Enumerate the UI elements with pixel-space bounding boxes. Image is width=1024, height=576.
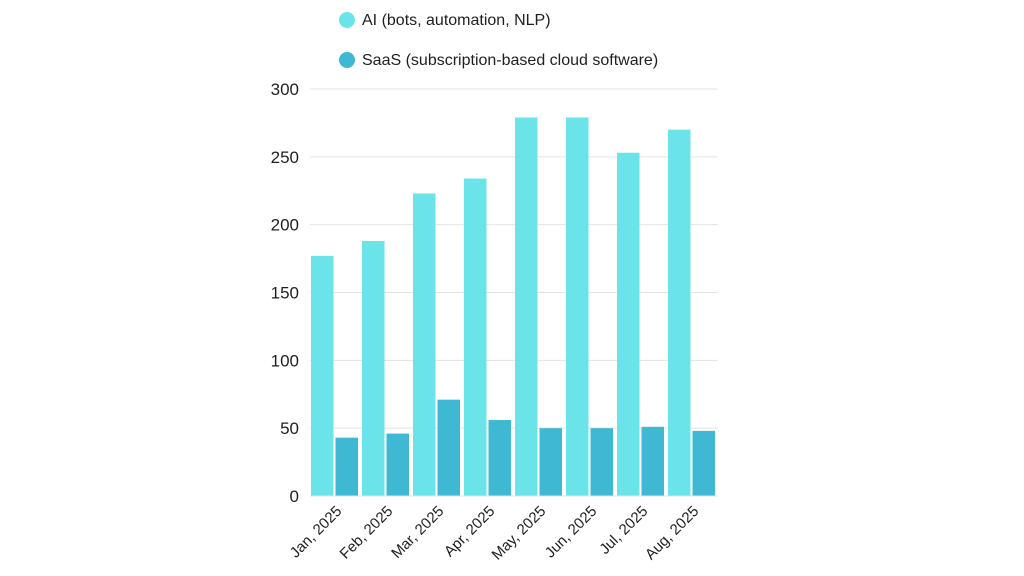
legend-label-saas: SaaS (subscription-based cloud software) xyxy=(362,52,658,69)
bars xyxy=(311,117,715,497)
bar-ai-5 xyxy=(515,117,538,497)
y-tick-label-0: 0 xyxy=(290,487,299,506)
bar-ai-2 xyxy=(362,240,385,496)
x-tick-label-2: Feb, 2025 xyxy=(337,503,397,563)
bar-ai-3 xyxy=(413,193,436,497)
y-tick-label-300: 300 xyxy=(271,80,299,99)
x-tick-label-6: Jun, 2025 xyxy=(542,503,601,562)
x-tick-label-1: Jan, 2025 xyxy=(287,503,346,562)
y-tick-label-50: 50 xyxy=(280,419,299,438)
bar-saas-5 xyxy=(539,428,562,496)
bar-saas-2 xyxy=(386,433,409,496)
legend-marker-ai xyxy=(339,12,355,28)
legend-label-ai: AI (bots, automation, NLP) xyxy=(362,12,551,29)
bar-ai-4 xyxy=(464,178,487,497)
legend-marker-saas xyxy=(339,52,355,68)
legend: AI (bots, automation, NLP) SaaS (subscri… xyxy=(339,12,658,69)
y-tick-label-250: 250 xyxy=(271,148,299,167)
legend-item-saas: SaaS (subscription-based cloud software) xyxy=(339,52,658,69)
legend-item-ai: AI (bots, automation, NLP) xyxy=(339,12,551,29)
y-tick-label-150: 150 xyxy=(271,284,299,303)
bar-saas-6 xyxy=(590,428,613,496)
x-tick-label-8: Aug, 2025 xyxy=(642,503,702,563)
bar-saas-4 xyxy=(488,420,511,496)
bar-saas-8 xyxy=(692,430,715,496)
x-tick-label-3: Mar, 2025 xyxy=(388,503,447,562)
bar-saas-7 xyxy=(641,426,664,496)
bar-ai-6 xyxy=(566,117,589,497)
bar-ai-7 xyxy=(617,152,640,496)
y-tick-label-100: 100 xyxy=(271,351,299,370)
y-tick-label-200: 200 xyxy=(271,216,299,235)
x-tick-label-5: May, 2025 xyxy=(489,503,550,564)
bar-saas-3 xyxy=(437,399,460,496)
bar-ai-1 xyxy=(311,255,334,496)
bar-saas-1 xyxy=(335,437,358,496)
bar-ai-8 xyxy=(668,129,691,496)
y-axis: 0 50 100 150 200 250 300 xyxy=(271,80,299,506)
